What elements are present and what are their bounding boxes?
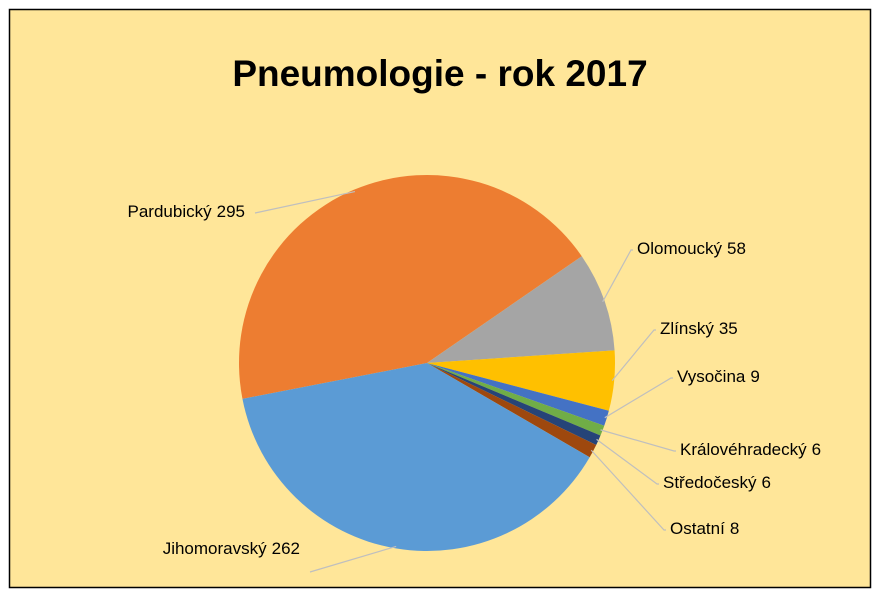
- data-label: Jihomoravský 262: [163, 539, 300, 558]
- leader-line: [590, 449, 666, 531]
- data-label-category: Středočeský: [663, 473, 757, 492]
- data-label-value: 6: [812, 440, 821, 459]
- leader-line: [600, 429, 676, 452]
- data-label: Olomoucký 58: [637, 239, 746, 258]
- leader-line: [602, 249, 633, 303]
- pie-slice: [427, 363, 597, 458]
- data-label-category: Vysočina: [677, 367, 746, 386]
- data-label-value: 35: [719, 319, 738, 338]
- data-label-category: Olomoucký: [637, 239, 723, 258]
- pie-slice: [427, 350, 615, 411]
- data-label-value: 295: [217, 202, 245, 221]
- data-label-category: Jihomoravský: [163, 539, 267, 558]
- pie-slice: [427, 363, 605, 436]
- leader-line: [309, 545, 397, 573]
- data-label-value: 262: [272, 539, 300, 558]
- leader-line: [611, 329, 656, 382]
- chart-title: Pneumologie - rok 2017: [232, 53, 647, 94]
- data-label-value: 9: [750, 367, 759, 386]
- data-label-category: Královéhradecký: [680, 440, 807, 459]
- data-label-category: Zlínský: [660, 319, 714, 338]
- data-label-value: 58: [727, 239, 746, 258]
- leader-line: [596, 438, 659, 485]
- pie-slice: [427, 256, 615, 363]
- data-label-value: 8: [730, 519, 739, 538]
- pie-slice: [427, 363, 601, 445]
- data-label: Ostatní 8: [670, 519, 739, 538]
- pie-slice: [427, 363, 609, 426]
- data-label-category: Pardubický: [128, 202, 213, 221]
- data-label: Pardubický 295: [128, 202, 245, 221]
- data-label-value: 6: [762, 473, 771, 492]
- leader-line: [604, 377, 673, 419]
- data-label-category: Ostatní: [670, 519, 725, 538]
- leader-line: [254, 190, 356, 214]
- data-label: Vysočina 9: [677, 367, 760, 386]
- data-label: Královéhradecký 6: [680, 440, 821, 459]
- data-label: Středočeský 6: [663, 473, 771, 492]
- pie-slice: [238, 174, 582, 399]
- pie-slice: [242, 363, 590, 551]
- data-label: Zlínský 35: [660, 319, 738, 338]
